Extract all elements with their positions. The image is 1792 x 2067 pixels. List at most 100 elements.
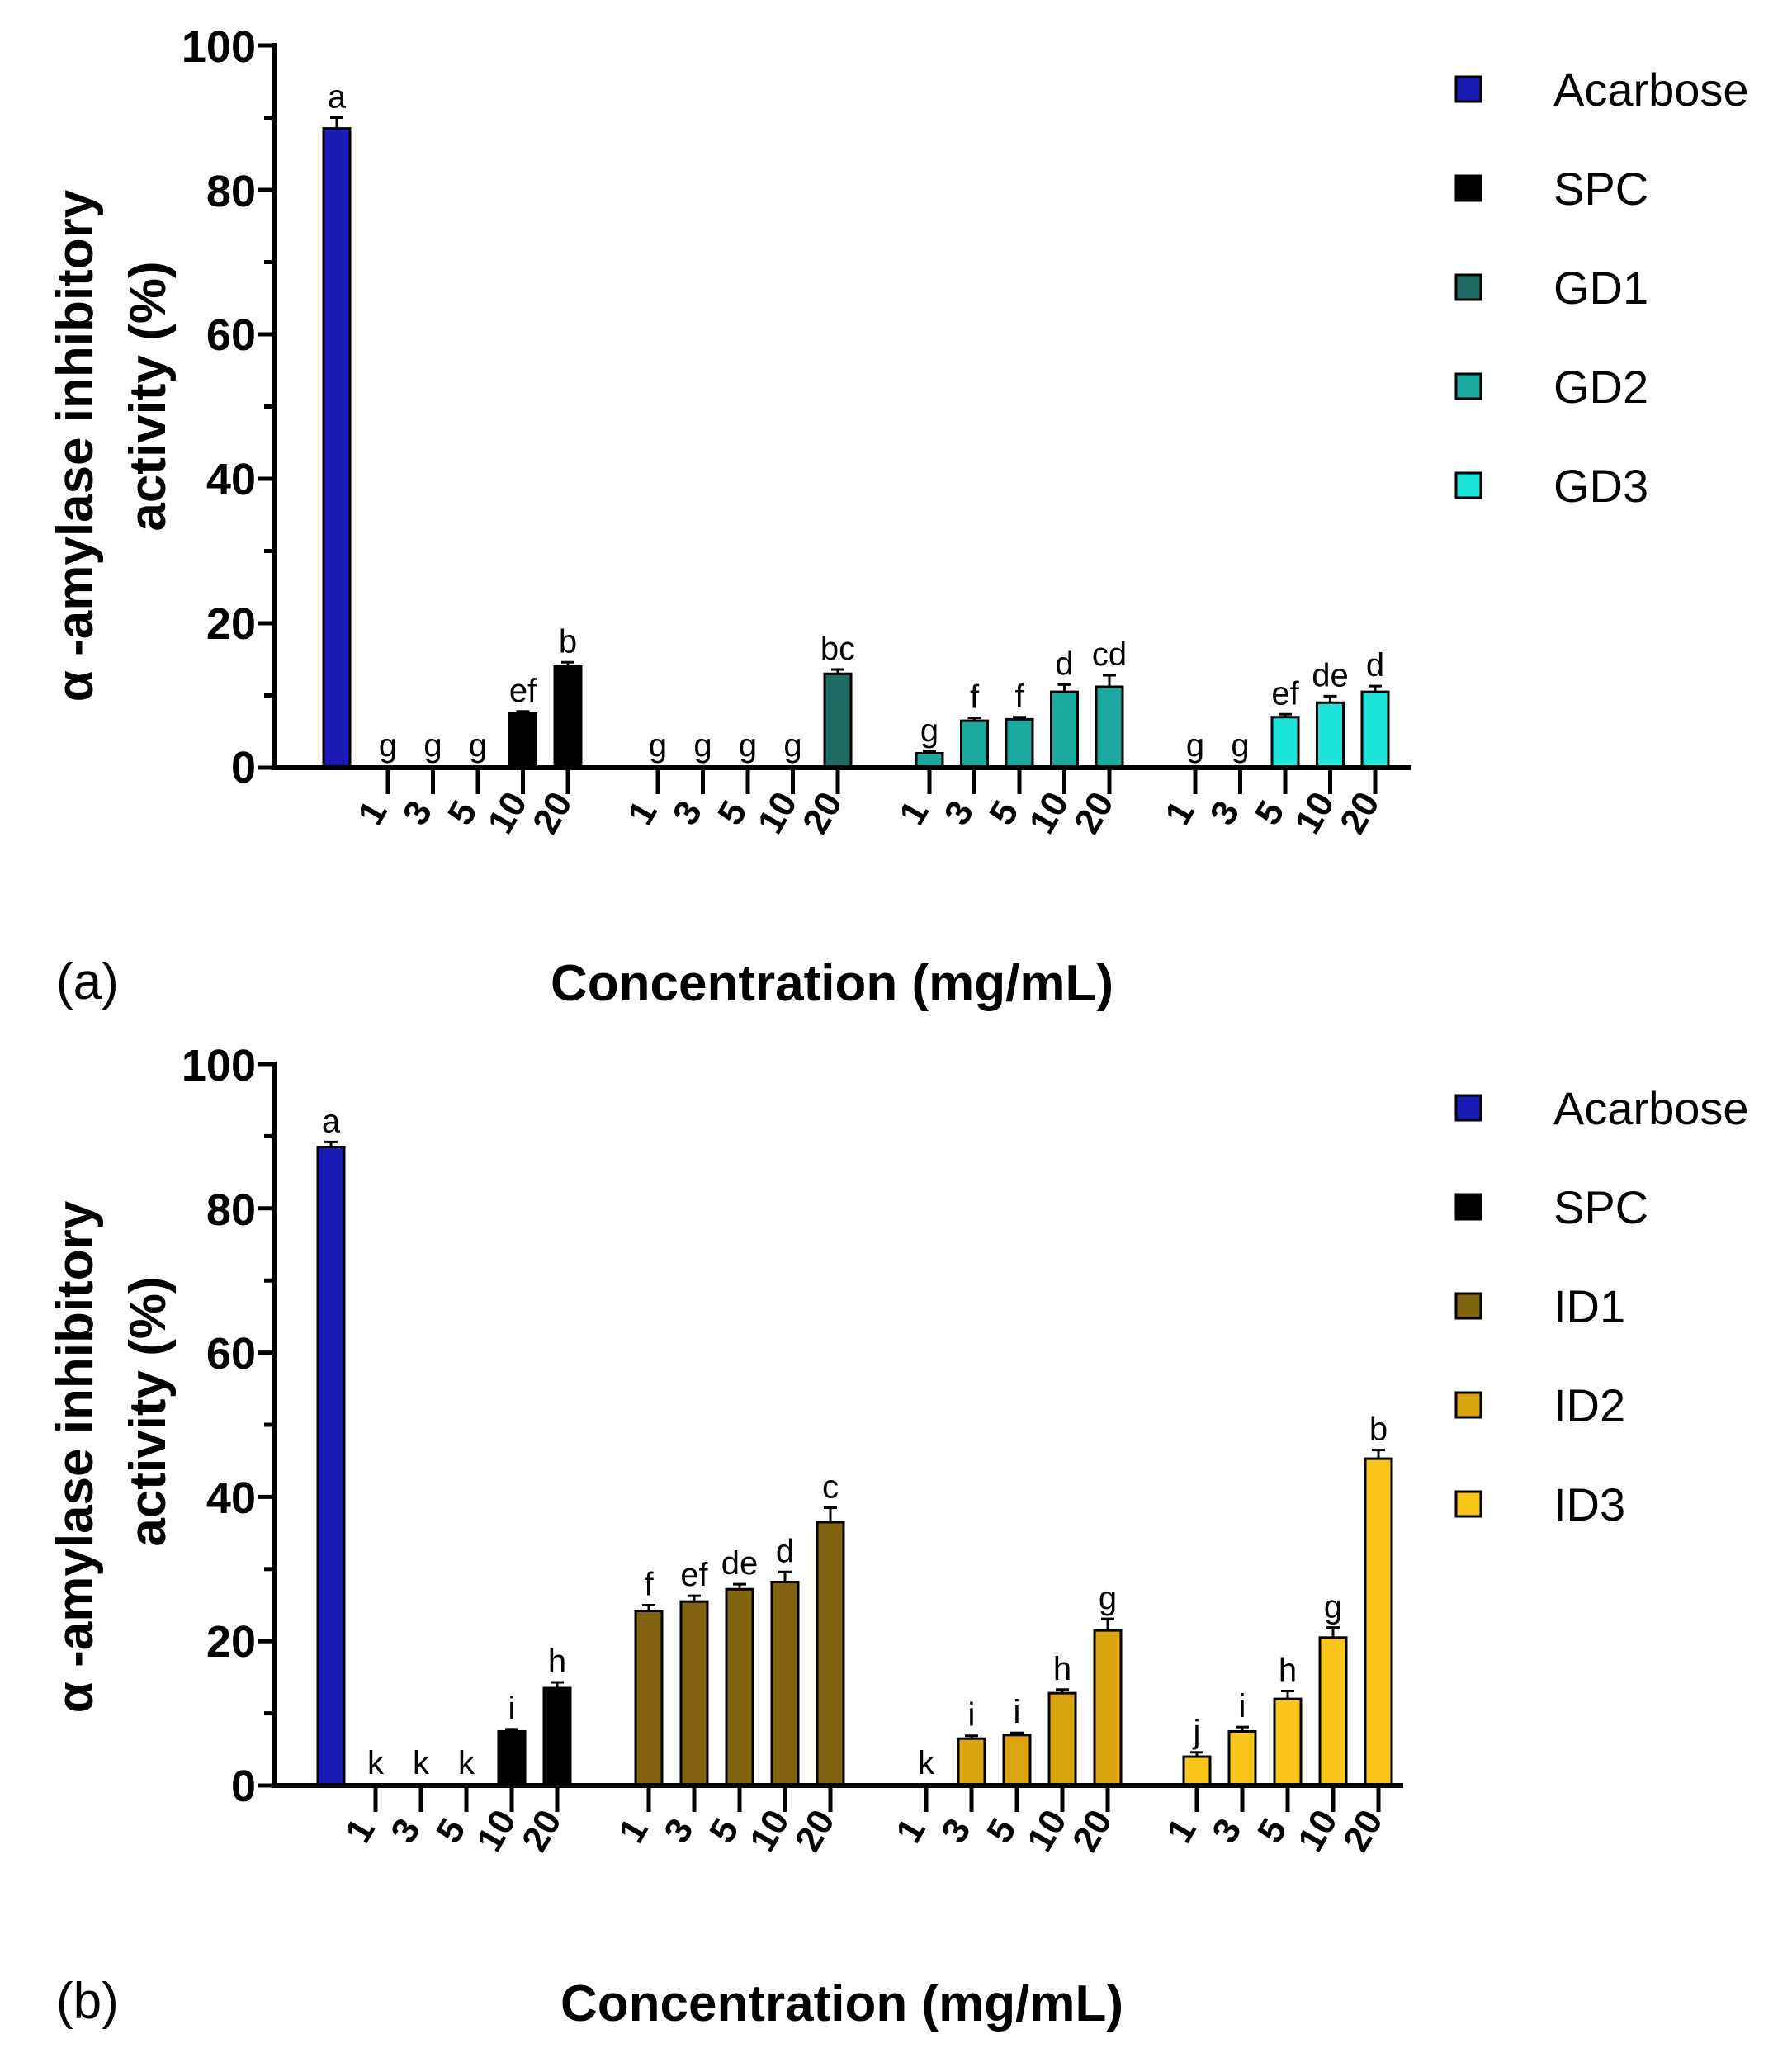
x-category-label: 20	[525, 785, 580, 840]
bar	[1093, 1629, 1123, 1787]
x-category-label: 3	[383, 1812, 428, 1850]
x-category-label: 10	[1290, 1803, 1345, 1858]
significance-letter: d	[1055, 646, 1073, 682]
panel-b-y-tick-label: 80	[206, 1185, 256, 1235]
legend-swatch	[1454, 1292, 1482, 1320]
x-category-label: 1	[350, 794, 395, 832]
significance-letter: b	[1369, 1412, 1388, 1448]
x-category-label: 5	[981, 794, 1027, 832]
panel-a-axes	[272, 43, 1411, 770]
significance-letter: bc	[820, 631, 855, 667]
legend-swatch	[1454, 471, 1482, 499]
bar	[679, 1600, 709, 1787]
bar	[1270, 716, 1300, 769]
legend-label: GD1	[1553, 262, 1648, 314]
legend-swatch	[1454, 1490, 1482, 1518]
significance-letter: i	[968, 1697, 976, 1734]
panel-a-tick-marks	[258, 43, 1378, 794]
legend-label: Acarbose	[1553, 64, 1749, 116]
x-category-label: 3	[1203, 794, 1248, 832]
bar	[1005, 717, 1034, 769]
significance-letter: k	[918, 1745, 935, 1781]
panel-a-y-tick-label: 100	[182, 22, 256, 72]
x-category-label: 1	[891, 794, 937, 832]
x-category-label: 20	[795, 785, 850, 840]
bar	[960, 719, 989, 769]
panel-a-y-tick-label: 20	[206, 599, 256, 649]
bar	[1002, 1734, 1032, 1787]
significance-letter: ef	[509, 673, 537, 709]
bar	[823, 672, 853, 769]
significance-letter: f	[970, 679, 980, 716]
panel-b-y-tick-label: 0	[231, 1762, 256, 1811]
significance-letter: g	[379, 727, 397, 764]
x-category-label: 3	[395, 794, 441, 832]
significance-letter: g	[423, 727, 442, 764]
bar	[1364, 1457, 1393, 1787]
panel-b-x-axis-title: Concentration (mg/mL)	[560, 1975, 1123, 2032]
x-category-label: 1	[1157, 794, 1203, 832]
significance-letter: g	[739, 727, 757, 764]
x-category-label: 1	[888, 1812, 934, 1850]
x-category-label: 20	[787, 1803, 843, 1858]
x-category-label: 3	[937, 794, 982, 832]
legend-swatch	[1454, 75, 1482, 103]
panel-a-y-tick-label: 40	[206, 455, 256, 504]
significance-letter: de	[1312, 657, 1349, 693]
significance-letter: d	[1366, 647, 1384, 683]
legend-label: GD3	[1553, 460, 1648, 512]
panel-b-y-ticks: 0 20 40 60 80 100	[182, 1041, 256, 1811]
panel-b-legend: Acarbose SPC ID1 ID2 ID3	[1454, 1082, 1749, 1530]
panel-b-y-tick-label: 40	[206, 1473, 256, 1523]
significance-letter: g	[1324, 1589, 1342, 1625]
legend-label: Acarbose	[1553, 1082, 1749, 1134]
significance-letter: g	[469, 727, 487, 764]
x-category-label: 5	[979, 1812, 1024, 1850]
bar	[1050, 690, 1079, 769]
significance-letter: i	[1014, 1694, 1021, 1730]
significance-letter: g	[693, 727, 712, 764]
x-category-label: 3	[656, 1812, 702, 1850]
bar	[725, 1587, 754, 1787]
x-category-label: 5	[1247, 794, 1293, 832]
x-category-label: 5	[702, 1812, 747, 1850]
panel-b: α -amylase inhibitory activity (%) 0 20 …	[47, 1041, 1749, 2032]
x-category-label: 1	[1159, 1812, 1204, 1850]
panel-b-label: (b)	[56, 1973, 119, 2030]
legend-label: SPC	[1553, 163, 1648, 215]
x-category-label: 3	[1204, 1812, 1250, 1850]
panel-b-y-axis-title-line2: activity (%)	[120, 1276, 177, 1546]
bar	[1273, 1697, 1303, 1787]
panel-a-x-axis-title: Concentration (mg/mL)	[551, 955, 1113, 1012]
bar	[1182, 1755, 1212, 1787]
bar	[1227, 1729, 1257, 1787]
bar	[553, 665, 583, 769]
significance-letter: i	[1239, 1688, 1246, 1724]
bar	[1095, 685, 1124, 769]
legend-label: SPC	[1553, 1181, 1648, 1233]
significance-letter: b	[559, 623, 577, 660]
x-category-label: 5	[428, 1812, 474, 1850]
panel-a-y-tick-label: 80	[206, 167, 256, 216]
legend-label: ID3	[1553, 1478, 1625, 1530]
significance-letter: g	[649, 727, 667, 764]
legend-swatch	[1454, 1193, 1482, 1221]
significance-letter: j	[1193, 1714, 1201, 1750]
significance-letter: i	[508, 1691, 516, 1727]
panel-b-y-axis-title-line1: α -amylase inhibitory	[47, 1200, 104, 1713]
x-category-label: 10	[1021, 785, 1076, 840]
bar	[1360, 690, 1390, 769]
x-category-label: 10	[1287, 785, 1342, 840]
bar	[816, 1521, 845, 1787]
significance-letter: h	[548, 1644, 566, 1680]
bar	[770, 1581, 800, 1787]
significance-letter: ef	[680, 1557, 708, 1593]
panel-b-y-tick-label: 60	[206, 1329, 256, 1379]
panel-a-label: (a)	[56, 953, 119, 1010]
panel-a-y-axis-title-line1: α -amylase inhibitory	[47, 189, 104, 702]
legend-swatch	[1454, 273, 1482, 301]
x-category-label: 10	[742, 1803, 797, 1858]
significance-letter: g	[1099, 1580, 1117, 1616]
